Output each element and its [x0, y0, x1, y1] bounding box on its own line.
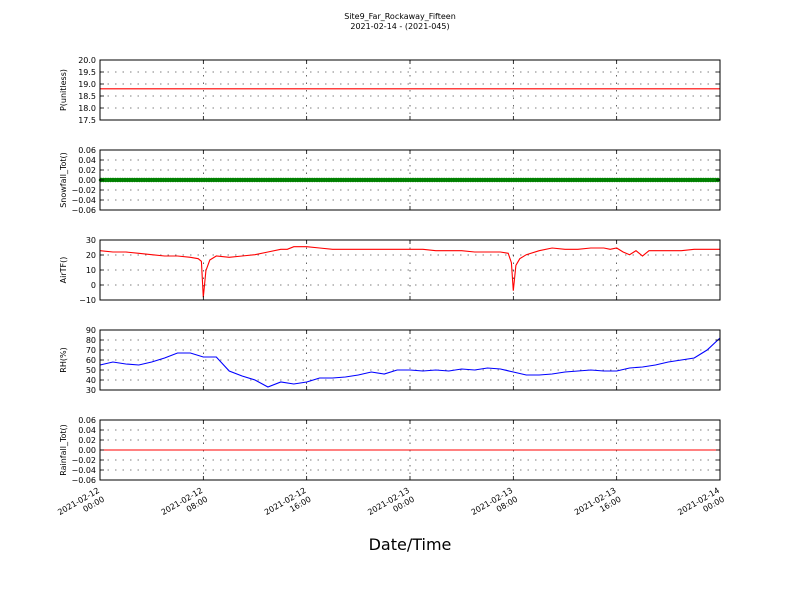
y-tick-label: 50: [86, 366, 96, 375]
y-tick-label: 70: [86, 346, 96, 355]
series-markers: [98, 177, 720, 183]
panels: 17.5 18.0 18.5 19.0 19.5 20.0 P(unitless) −0.06…: [59, 56, 721, 485]
y-tick-label: 60: [86, 356, 96, 365]
x-tick-label: 2021-02-1200:00: [56, 486, 106, 526]
y-axis-label: AirTF(): [59, 257, 68, 284]
panel-3: −10 0 10 20 30 AirTF(): [59, 236, 721, 305]
panel-5: −0.06−0.04−0.020.000.020.040.06 Rainfall_…: [59, 416, 721, 485]
x-tick-label: 2021-02-1300:00: [366, 486, 416, 526]
y-tick-label: −0.02: [71, 186, 96, 195]
y-tick-label: 0.00: [78, 176, 96, 185]
x-axis-label: Date/Time: [369, 535, 452, 554]
y-tick-label: 19.0: [78, 80, 96, 89]
series-line: [99, 246, 720, 298]
x-axis-ticklabels: 2021-02-1200:00 2021-02-1208:00 2021-02-12…: [56, 486, 726, 526]
y-tick-label: 10: [86, 266, 96, 275]
y-tick-label: 17.5: [78, 116, 96, 125]
y-axis-label: Rainfall_Tot(): [59, 424, 68, 476]
series-line: [99, 337, 721, 388]
y-tick-label: 90: [86, 326, 96, 335]
y-tick-label: −0.04: [71, 466, 96, 475]
y-tick-label: 30: [86, 236, 96, 245]
y-tick-label: 0.02: [78, 166, 96, 175]
y-tick-label: 19.5: [78, 68, 96, 77]
y-axis-label: RH(%): [59, 347, 68, 372]
y-tick-label: 0.04: [78, 426, 96, 435]
y-tick-label: −0.04: [71, 196, 96, 205]
x-tick-label: 2021-02-1316:00: [573, 486, 623, 526]
y-axis-label: Snowfall_Tot(): [59, 152, 68, 208]
y-tick-label: 20: [86, 251, 96, 260]
x-tick-label: 2021-02-1208:00: [160, 486, 210, 526]
y-tick-label: 0: [91, 281, 96, 290]
chart-subtitle: 2021-02-14 - (2021-045): [350, 22, 449, 31]
y-tick-label: 40: [86, 376, 96, 385]
y-tick-label: 20.0: [78, 56, 96, 65]
chart-title: Site9_Far_Rockaway_Fifteen: [344, 12, 456, 21]
y-axis-label: P(unitless): [59, 69, 68, 111]
y-tick-label: −0.02: [71, 456, 96, 465]
y-tick-label: 0.02: [78, 436, 96, 445]
y-tick-label: −0.06: [71, 206, 96, 215]
panel-1: 17.5 18.0 18.5 19.0 19.5 20.0 P(unitless): [59, 56, 721, 125]
y-tick-label: 0.04: [78, 156, 96, 165]
y-tick-label: 18.5: [78, 92, 96, 101]
y-tick-label: 0.00: [78, 446, 96, 455]
x-tick-label: 2021-02-1308:00: [470, 486, 520, 526]
y-tick-label: 0.06: [78, 416, 96, 425]
y-tick-label: −0.06: [71, 476, 96, 485]
y-tick-label: 30: [86, 386, 96, 395]
y-tick-label: 18.0: [78, 104, 96, 113]
x-tick-label: 2021-02-1400:00: [676, 486, 726, 526]
x-tick-label: 2021-02-1216:00: [263, 486, 313, 526]
y-tick-label: 80: [86, 336, 96, 345]
y-tick-label: 0.06: [78, 146, 96, 155]
y-tick-label: −10: [79, 296, 96, 305]
panel-2: −0.06−0.04−0.020.000.020.040.06 Snowfall_…: [59, 146, 721, 215]
